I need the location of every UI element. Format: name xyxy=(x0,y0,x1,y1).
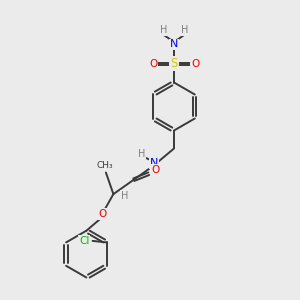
Text: H: H xyxy=(160,25,167,35)
Text: O: O xyxy=(98,209,106,219)
Text: CH₃: CH₃ xyxy=(97,161,114,170)
Text: S: S xyxy=(170,57,178,70)
Text: Cl: Cl xyxy=(79,236,90,246)
Text: H: H xyxy=(138,148,145,159)
Text: O: O xyxy=(151,165,160,175)
Text: H: H xyxy=(121,190,128,201)
Text: O: O xyxy=(149,59,157,69)
Text: N: N xyxy=(150,158,158,168)
Text: O: O xyxy=(191,59,199,69)
Text: H: H xyxy=(181,25,188,35)
Text: N: N xyxy=(170,39,178,50)
